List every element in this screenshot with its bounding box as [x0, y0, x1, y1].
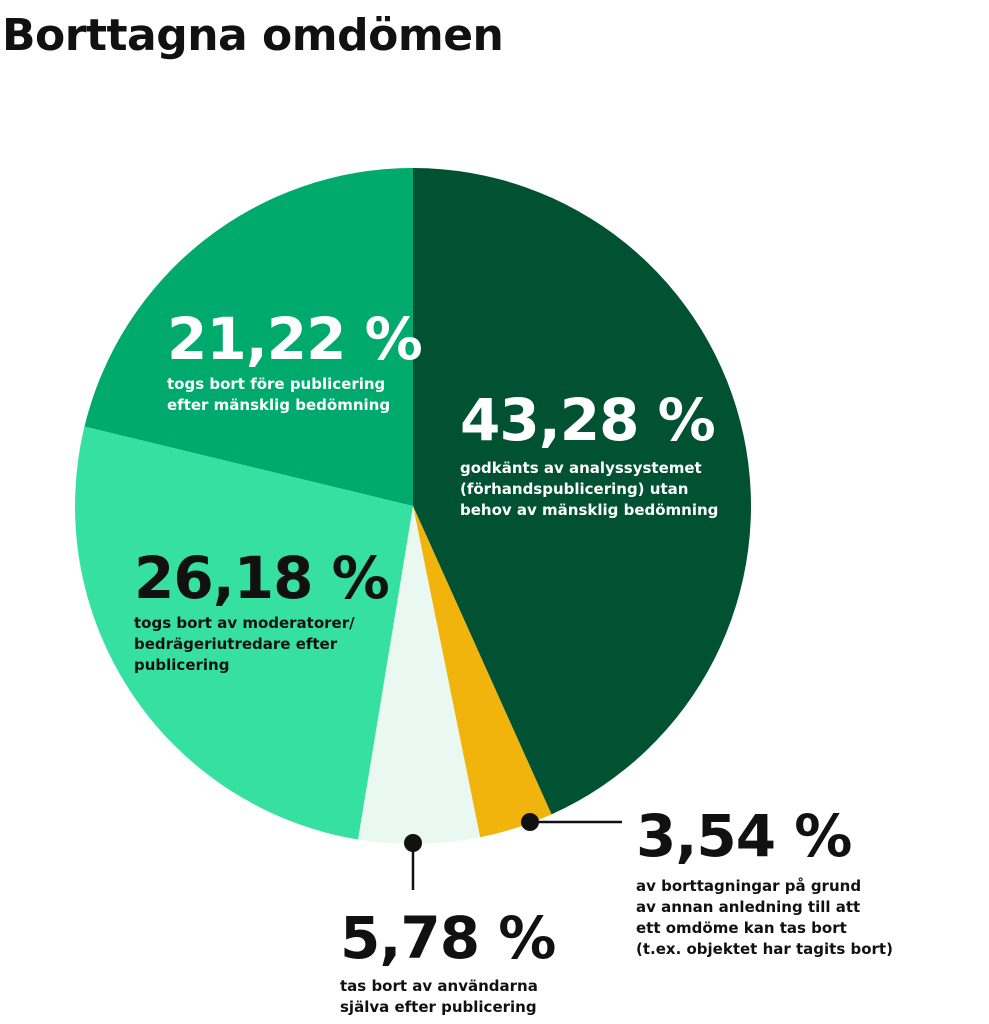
pie-slice-4 [75, 426, 414, 840]
slice-label-4-desc-1: togs bort av moderatorer/ [134, 614, 355, 632]
slice-label-2-desc-1: av borttagningar på grund [636, 877, 861, 895]
slice-label-2-desc-2: av annan anledning till att [636, 898, 860, 916]
slice-label-4-value: 26,18 % [134, 544, 389, 612]
slice-label-3-desc-1: tas bort av användarna [340, 977, 538, 995]
slice-label-2-desc-3: ett omdöme kan tas bort [636, 919, 847, 937]
pie-slices [75, 168, 751, 844]
pie-slice-5 [84, 168, 413, 506]
slice-label-4-desc-3: publicering [134, 656, 229, 674]
slice-label-5-desc-2: efter mänsklig bedömning [167, 396, 390, 414]
pie-slice-3 [358, 506, 481, 844]
slice-label-4-desc-2: bedrägeriutredare efter [134, 635, 338, 653]
slice-label-5-value: 21,22 % [167, 305, 422, 373]
pie-slice-2 [413, 506, 552, 838]
slice-label-1-desc-2: (förhandspublicering) utan [460, 480, 688, 498]
slice-label-2-desc-4: (t.ex. objektet har tagits bort) [636, 940, 893, 958]
callout-dot-slice-2 [521, 813, 539, 831]
slice-label-2-value: 3,54 % [636, 802, 851, 870]
callout-dot-slice-3 [404, 834, 422, 852]
slice-label-1-value: 43,28 % [460, 386, 715, 454]
slice-label-1-desc-1: godkänts av analyssystemet [460, 459, 702, 477]
pie-slice-1 [413, 168, 751, 815]
slice-label-3-desc-2: själva efter publicering [340, 998, 537, 1016]
chart-title: Borttagna omdömen [2, 10, 504, 61]
slice-label-5-desc-1: togs bort före publicering [167, 375, 385, 393]
slice-label-1-desc-3: behov av mänsklig bedömning [460, 501, 718, 519]
slice-label-3-value: 5,78 % [340, 904, 555, 972]
